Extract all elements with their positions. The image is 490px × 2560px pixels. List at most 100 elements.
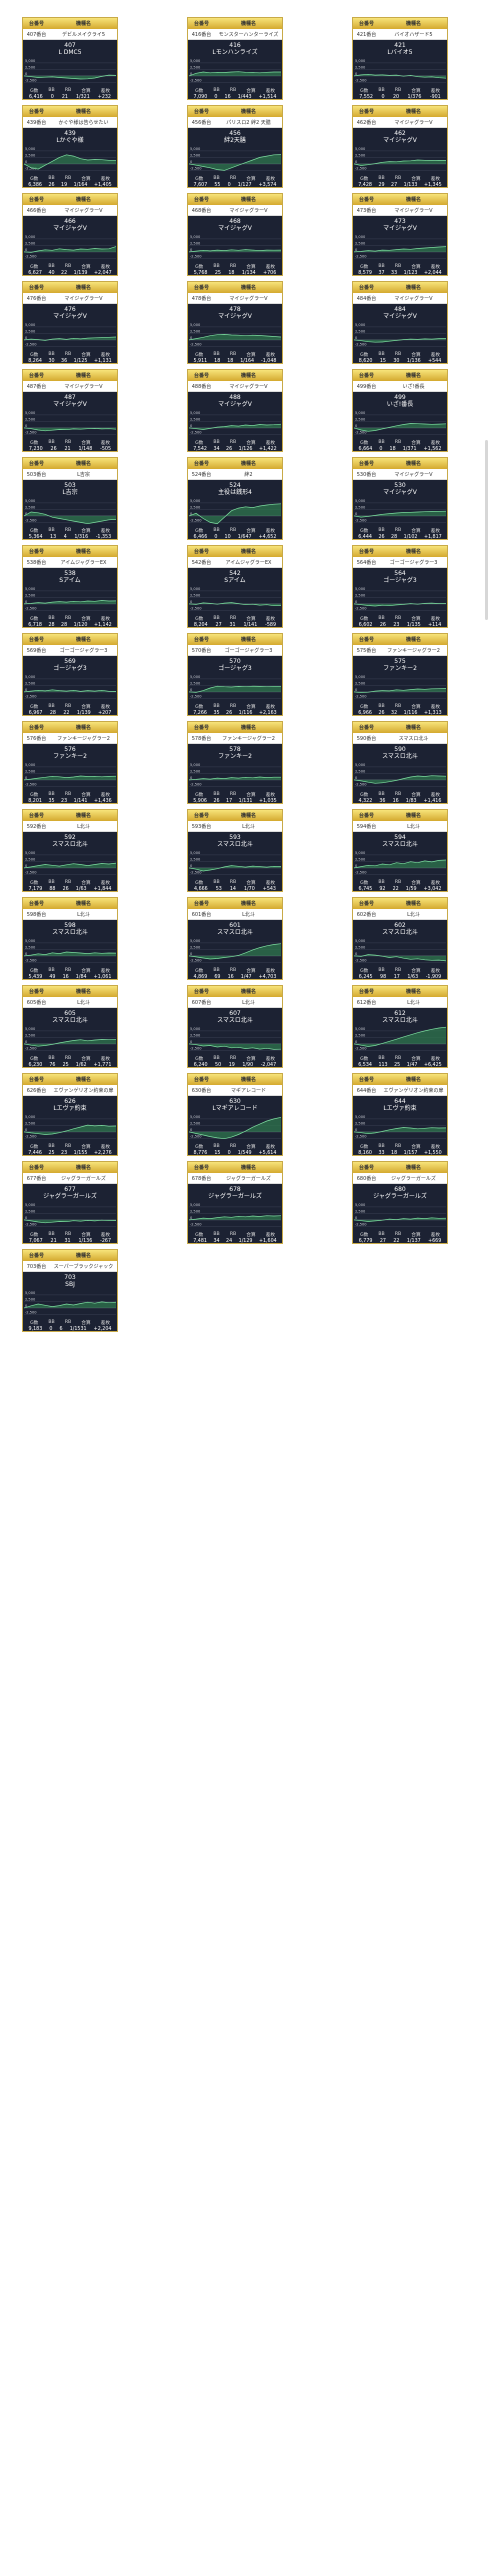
g-value: 7,607 (193, 183, 208, 188)
machine-card[interactable]: 台番号 機種名 680番台 ジャグラーガールズ 680 ジャグラーガールズ 5,… (352, 1161, 448, 1244)
g-label: G数 (360, 617, 369, 622)
machine-card[interactable]: 台番号 機種名 569番台 ゴーゴージャグラー3 569 ゴージャグ3 5,00… (22, 633, 118, 716)
machine-card[interactable]: 台番号 機種名 473番台 マイジャグラーV 473 マイジャグV 5,000 2… (352, 193, 448, 276)
stat-values: 5,911 18 18 1/164 -1,048 (188, 359, 282, 364)
machine-card[interactable]: 台番号 機種名 476番台 マイジャグラーV 476 マイジャグV 5,000 2… (22, 281, 118, 364)
machine-card[interactable]: 台番号 機種名 439番台 かぐや様は告らせたい 439 Lかぐや様 5,000… (22, 105, 118, 188)
machine-card[interactable]: 台番号 機種名 630番台 マギアレコード 630 Lマギアレコード 5,000… (187, 1073, 283, 1156)
bb-value: 0 (214, 95, 218, 100)
machine-card[interactable]: 台番号 機種名 677番台 ジャグラーガールズ 677 ジャグラーガールズ 5,… (22, 1161, 118, 1244)
g-label: G数 (195, 705, 204, 710)
machine-card[interactable]: 台番号 機種名 626番台 エヴァンゲリオン約束の扉 626 Lエヴァ約束 5,… (22, 1073, 118, 1156)
machine-short-name: SBJ (65, 1281, 75, 1288)
y-tick-label: 2,500 (355, 330, 366, 334)
total-value: 1/63 (407, 975, 419, 980)
total-value: 1/164 (73, 183, 88, 188)
bb-value: 25 (214, 271, 221, 276)
machine-card[interactable]: 台番号 機種名 499番台 いざ!番長 499 いざ!番長 5,000 2,500… (352, 369, 448, 452)
machine-card[interactable]: 台番号 機種名 530番台 マイジャグラーV 530 マイジャグV 5,000 2… (352, 457, 448, 540)
rb-value: 23 (393, 623, 400, 628)
g-value: 6,779 (358, 1239, 373, 1244)
model-name: 絆2 (244, 471, 253, 478)
bb-label: BB (48, 968, 55, 973)
machine-card[interactable]: 台番号 機種名 488番台 マイジャグラーV 488 マイジャグV 5,000 2… (187, 369, 283, 452)
machine-card[interactable]: 台番号 機種名 612番台 L北斗 612 スマスロ北斗 5,000 2,500 0… (352, 985, 448, 1068)
machine-card[interactable]: 台番号 機種名 575番台 ファンキージャグラー2 575 ファンキー2 5,0… (352, 633, 448, 716)
machine-card[interactable]: 台番号 機種名 570番台 ゴーゴージャグラー3 570 ゴージャグ3 5,00… (187, 633, 283, 716)
diff-label: 差枚 (265, 177, 275, 182)
series-line (188, 685, 281, 693)
bb-value: 26 (50, 447, 57, 452)
card-header: 台番号 機種名 (353, 722, 447, 733)
machine-card[interactable]: 台番号 機種名 421番台 バイオハザード5 421 Lバイオ5 5,000 2,… (352, 17, 448, 100)
diff-label: 差枚 (100, 1145, 110, 1150)
machine-card[interactable]: 台番号 機種名 478番台 マイジャグラーV 478 マイジャグV 5,000 2… (187, 281, 283, 364)
machine-card[interactable]: 台番号 機種名 594番台 L北斗 594 スマスロ北斗 5,000 2,500 0… (352, 809, 448, 892)
bb-value: 26 (213, 799, 220, 804)
machine-card[interactable]: 台番号 機種名 487番台 マイジャグラーV 487 マイジャグV 5,000 2… (22, 369, 118, 452)
machine-card[interactable]: 台番号 機種名 524番台 絆2 524 主役は銭形4 5,000 2,500 0 -… (187, 457, 283, 540)
machine-card[interactable]: 台番号 機種名 607番台 L北斗 607 スマスロ北斗 5,000 2,500 0… (187, 985, 283, 1068)
stat-labels: G数 BB RB 合算 差枚 (188, 528, 282, 534)
machine-short-name: マイジャグV (218, 225, 252, 232)
payout-chart: 5,000 2,500 0 -2,500 (353, 587, 446, 611)
total-value: 1/321 (75, 95, 90, 100)
machine-card[interactable]: 台番号 機種名 468番台 マイジャグラーV 468 マイジャグV 5,000 2… (187, 193, 283, 276)
machine-card[interactable]: 台番号 機種名 602番台 L北斗 602 スマスロ北斗 5,000 2,500 0… (352, 897, 448, 980)
total-value: 1/47 (240, 975, 252, 980)
rb-value: 18 (227, 359, 234, 364)
machine-card[interactable]: 台番号 機種名 462番台 マイジャグラーV 462 マイジャグV 5,000 2… (352, 105, 448, 188)
series-line (23, 689, 117, 693)
total-value: 1/127 (237, 183, 252, 188)
machine-card[interactable]: 台番号 機種名 703番台 スーパーブラックジャック 703 SBJ 5,000… (22, 1249, 118, 1332)
machine-card[interactable]: 台番号 機種名 484番台 マイジャグラーV 484 マイジャグV 5,000 2… (352, 281, 448, 364)
stat-values: 8,776 15 0 1/549 +5,614 (188, 1151, 282, 1156)
machine-card[interactable]: 台番号 機種名 564番台 ゴーゴージャグラー3 564 ゴージャグ3 5,00… (352, 545, 448, 628)
y-tick-label: 5,000 (355, 1115, 366, 1119)
y-tick-label: 0 (355, 248, 358, 252)
scrollbar[interactable] (485, 440, 488, 620)
machine-card[interactable]: 台番号 機種名 407番台 デビルメイクライ5 407 L DMC5 5,000… (22, 17, 118, 100)
y-tick-label: 0 (190, 952, 193, 956)
machine-card[interactable]: 台番号 機種名 592番台 L北斗 592 スマスロ北斗 5,000 2,500 0… (22, 809, 118, 892)
stat-labels: G数 BB RB 合算 差枚 (188, 352, 282, 358)
diff-value: +1,422 (258, 447, 277, 452)
machine-number: 439 (64, 130, 76, 137)
machine-card[interactable]: 台番号 機種名 598番台 L北斗 598 スマスロ北斗 5,000 2,500 0… (22, 897, 118, 980)
unit-number: 602番台 (356, 911, 377, 918)
series-line (353, 1217, 447, 1222)
card-header: 台番号 機種名 (353, 810, 447, 821)
machine-card[interactable]: 台番号 機種名 542番台 アイムジャグラーEX 542 Sアイム 5,000 2… (187, 545, 283, 628)
model-header-label: 機種名 (240, 373, 256, 379)
unit-header-label: 台番号 (193, 109, 209, 115)
machine-card[interactable]: 台番号 機種名 456番台 パリスロ2 絆2 天膳 456 絆2天膳 5,000… (187, 105, 283, 188)
machine-card[interactable]: 台番号 機種名 466番台 マイジャグラーV 466 マイジャグV 5,000 2… (22, 193, 118, 276)
machine-card[interactable]: 台番号 機種名 576番台 ファンキージャグラー2 576 ファンキー2 5,0… (22, 721, 118, 804)
machine-card[interactable]: 台番号 機種名 416番台 モンスターハンターライズ 416 Lモンハンライズ … (187, 17, 283, 100)
machine-card[interactable]: 台番号 機種名 538番台 アイムジャグラーEX 538 Sアイム 5,000 2… (22, 545, 118, 628)
machine-title: 576 ファンキー2 (23, 744, 117, 760)
y-tick-label: 5,000 (190, 763, 201, 767)
machine-title: 503 L吉宗 (23, 480, 117, 496)
total-value: 1/139 (73, 271, 88, 276)
machine-card[interactable]: 台番号 機種名 578番台 ファンキージャグラー2 578 ファンキー2 5,0… (187, 721, 283, 804)
machine-card[interactable]: 台番号 機種名 605番台 L北斗 605 スマスロ北斗 5,000 2,500 0… (22, 985, 118, 1068)
machine-card[interactable]: 台番号 機種名 590番台 スマスロ北斗 590 スマスロ北斗 5,000 2,5… (352, 721, 448, 804)
card-subheader: 421番台 バイオハザード5 (353, 29, 447, 40)
machine-short-name: スマスロ北斗 (52, 929, 88, 936)
stat-labels: G数 BB RB 合算 差枚 (188, 880, 282, 886)
total-label: 合算 (81, 265, 91, 270)
machine-title: 538 Sアイム (23, 568, 117, 584)
machine-card[interactable]: 台番号 機種名 644番台 エヴァンゲリオン約束の扉 644 Lエヴァ約束 5,… (352, 1073, 448, 1156)
rb-label: RB (64, 792, 72, 797)
card-header: 台番号 機種名 (23, 810, 117, 821)
machine-card[interactable]: 台番号 機種名 503番台 L吉宗 503 L吉宗 5,000 2,500 0 -2,… (22, 457, 118, 540)
machine-card[interactable]: 台番号 機種名 593番台 L北斗 593 スマスロ北斗 5,000 2,500 0… (187, 809, 283, 892)
machine-title: 678 ジャグラーガールズ (188, 1184, 282, 1200)
machine-card[interactable]: 台番号 機種名 601番台 L北斗 601 スマスロ北斗 5,000 2,500 0… (187, 897, 283, 980)
total-label: 合算 (411, 705, 421, 710)
machine-card[interactable]: 台番号 機種名 678番台 ジャグラーガールズ 678 ジャグラーガールズ 5,… (187, 1161, 283, 1244)
diff-label: 差枚 (430, 881, 440, 886)
payout-chart: 5,000 2,500 0 -2,500 (23, 411, 117, 435)
unit-header-label: 台番号 (193, 285, 209, 291)
